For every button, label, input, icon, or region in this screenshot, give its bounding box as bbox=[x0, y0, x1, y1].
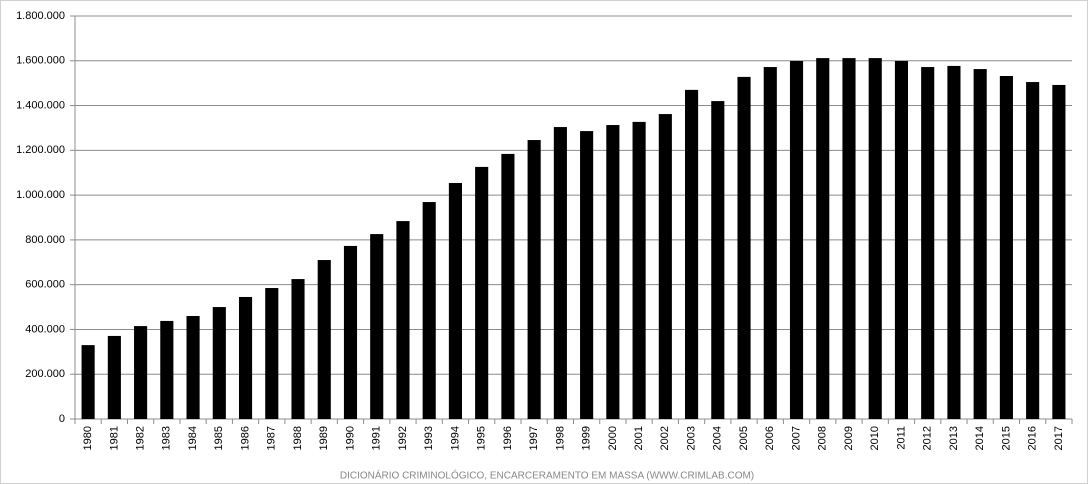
bar bbox=[160, 320, 174, 419]
bar bbox=[343, 245, 358, 419]
bar bbox=[475, 166, 489, 419]
bar bbox=[527, 140, 541, 420]
x-tick-label: 2001 bbox=[633, 426, 645, 450]
x-tick-label: 2014 bbox=[974, 426, 986, 450]
bar bbox=[107, 335, 121, 419]
x-tick-label: 2004 bbox=[712, 426, 724, 450]
x-tick-label: 2011 bbox=[895, 426, 907, 450]
x-tick-label: 2010 bbox=[869, 426, 881, 450]
bar bbox=[632, 121, 646, 419]
bar bbox=[842, 58, 856, 419]
bar bbox=[921, 67, 935, 420]
x-tick-label: 1994 bbox=[449, 426, 461, 450]
x-tick-label: 1995 bbox=[476, 426, 488, 450]
bar bbox=[1026, 82, 1040, 419]
x-tick-label: 2009 bbox=[843, 426, 855, 450]
caption: DICIONÁRIO CRIMINOLÓGICO, ENCARCERAMENTO… bbox=[340, 469, 754, 482]
bar bbox=[186, 316, 200, 419]
bar bbox=[1052, 84, 1066, 420]
x-tick-label: 1984 bbox=[187, 426, 199, 450]
bar bbox=[580, 131, 594, 419]
bar bbox=[973, 69, 987, 419]
x-tick-label: 1985 bbox=[213, 426, 225, 450]
x-tick-label: 1987 bbox=[266, 426, 278, 450]
x-tick-label: 2015 bbox=[1000, 426, 1012, 450]
x-tick-label: 1982 bbox=[134, 426, 146, 450]
bar bbox=[81, 345, 95, 419]
x-tick-label: 2008 bbox=[817, 426, 829, 450]
x-tick-label: 1990 bbox=[344, 426, 356, 450]
bar bbox=[448, 183, 462, 419]
x-tick-label: 1986 bbox=[239, 426, 251, 450]
x-tick-label: 1989 bbox=[318, 426, 330, 450]
y-tick-label: 1.200.000 bbox=[16, 144, 65, 156]
bar bbox=[212, 307, 226, 419]
bar bbox=[947, 65, 961, 420]
y-tick-label: 0 bbox=[59, 413, 65, 425]
bar bbox=[737, 76, 751, 420]
bar bbox=[317, 260, 331, 419]
bar bbox=[370, 234, 384, 419]
x-tick-label: 2000 bbox=[607, 426, 619, 450]
x-tick-label: 2002 bbox=[659, 426, 671, 450]
bar bbox=[816, 58, 830, 419]
bar bbox=[134, 326, 148, 419]
y-tick-label: 800.000 bbox=[25, 234, 65, 246]
bar bbox=[658, 114, 672, 420]
x-tick-label: 2013 bbox=[948, 426, 960, 450]
x-tick-label: 1996 bbox=[502, 426, 514, 450]
bar bbox=[789, 61, 804, 419]
x-tick-label: 2007 bbox=[790, 426, 802, 450]
bar bbox=[553, 127, 567, 419]
x-tick-label: 1992 bbox=[397, 426, 409, 450]
bar bbox=[291, 279, 305, 419]
x-tick-label: 1991 bbox=[371, 426, 383, 450]
x-tick-label: 1983 bbox=[161, 426, 173, 450]
x-tick-label: 1998 bbox=[554, 426, 566, 450]
x-tick-label: 1999 bbox=[581, 426, 593, 450]
bar bbox=[396, 221, 410, 419]
bar bbox=[422, 202, 436, 419]
bar bbox=[685, 89, 699, 419]
bar bbox=[999, 76, 1013, 419]
bar bbox=[501, 153, 515, 419]
x-tick-label: 1981 bbox=[108, 426, 120, 450]
bar bbox=[894, 61, 909, 419]
bar bbox=[868, 58, 882, 419]
x-tick-label: 2006 bbox=[764, 426, 776, 450]
y-tick-label: 200.000 bbox=[25, 368, 65, 380]
y-tick-label: 1.000.000 bbox=[16, 189, 65, 201]
x-tick-label: 2017 bbox=[1053, 426, 1065, 450]
x-tick-label: 2005 bbox=[738, 426, 750, 450]
bar bbox=[265, 288, 279, 419]
bar bbox=[763, 67, 777, 420]
bar bbox=[606, 125, 620, 420]
y-tick-label: 1.600.000 bbox=[16, 55, 65, 67]
x-tick-label: 2016 bbox=[1027, 426, 1039, 450]
x-tick-label: 2003 bbox=[685, 426, 697, 450]
x-tick-label: 1988 bbox=[292, 426, 304, 450]
x-tick-label: 1993 bbox=[423, 426, 435, 450]
bar bbox=[711, 101, 725, 420]
x-tick-label: 2012 bbox=[922, 426, 934, 450]
y-tick-label: 1.800.000 bbox=[16, 10, 65, 22]
y-tick-label: 1.400.000 bbox=[16, 99, 65, 111]
bar bbox=[238, 296, 253, 419]
x-tick-label: 1997 bbox=[528, 426, 540, 450]
x-tick-label: 1980 bbox=[82, 426, 94, 450]
y-tick-label: 400.000 bbox=[25, 323, 65, 335]
y-tick-label: 600.000 bbox=[25, 279, 65, 291]
